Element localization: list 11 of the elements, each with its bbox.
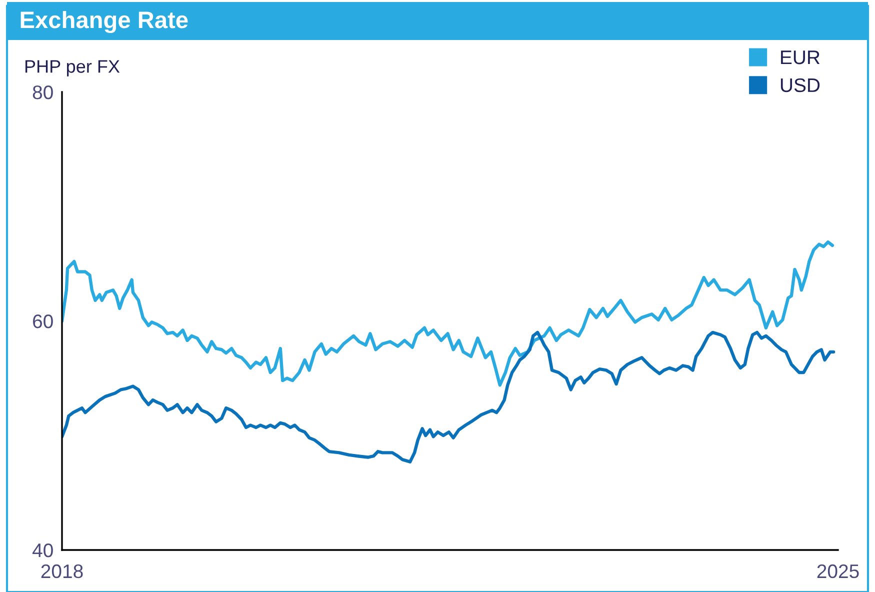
y-tick-label: 60: [33, 314, 53, 328]
chart-title: Exchange Rate: [20, 10, 188, 34]
line-series: [62, 240, 834, 387]
x-tick-label: 2025: [817, 564, 859, 578]
x-tick-label: 2018: [41, 564, 83, 578]
line-series: [62, 330, 836, 464]
y-axis-title: PHP per FX: [25, 60, 120, 76]
legend-label: USD: [780, 78, 820, 92]
y-tick-label: 40: [32, 543, 53, 558]
legend-label: EUR: [781, 50, 820, 64]
y-tick-label: 80: [32, 85, 53, 100]
